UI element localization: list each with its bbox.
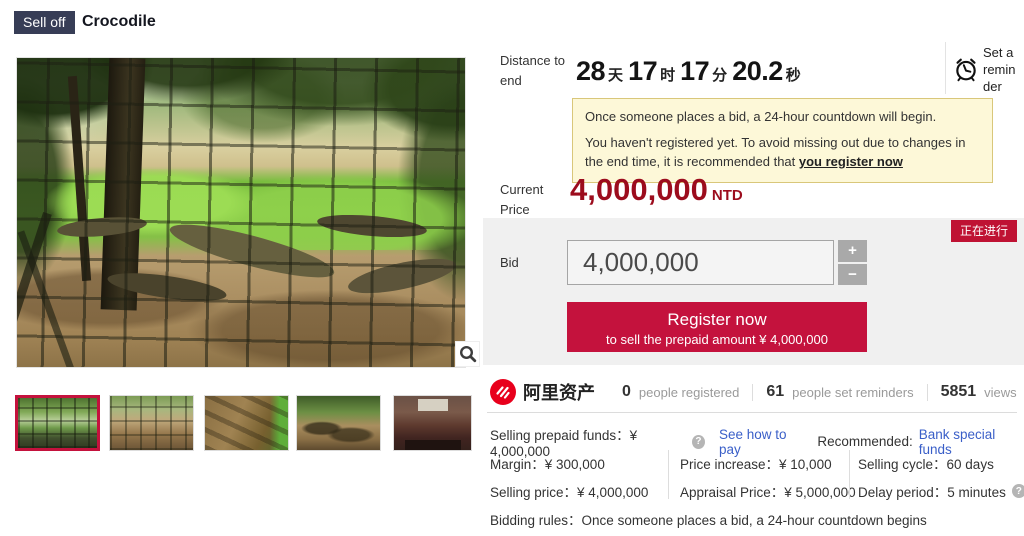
thumbnail-5[interactable]: [393, 395, 472, 451]
reminders-count: 61: [766, 383, 785, 400]
sell-off-badge: Sell off: [14, 11, 75, 34]
unit-days: 天: [608, 67, 624, 84]
detail-margin: Margin：¥ 300,000: [490, 457, 605, 472]
register-now-button[interactable]: Register now to sell the prepaid amount …: [567, 302, 867, 352]
bid-label: Bid: [500, 255, 519, 270]
auction-stats: 0 people registered 61 people set remind…: [622, 383, 1017, 401]
unit-hours: 时: [660, 67, 676, 84]
countdown-days: 28: [576, 56, 606, 86]
detail-delay-period: Delay period：5 minutes ?: [858, 481, 1024, 501]
views-label: views: [984, 384, 1017, 400]
brand: 阿里资产: [490, 379, 595, 405]
help-icon[interactable]: ?: [691, 434, 705, 449]
divider: [849, 450, 850, 499]
registered-count: 0: [622, 383, 631, 400]
unit-seconds: 秒: [785, 67, 801, 84]
notice-line1: Once someone places a bid, a 24-hour cou…: [585, 109, 937, 124]
bid-stepper: + −: [838, 240, 867, 285]
set-reminder-button[interactable]: Set a reminder: [953, 45, 1019, 96]
help-icon[interactable]: ?: [1011, 484, 1024, 498]
notice-line2-text: You haven't registered yet. To avoid mis…: [585, 134, 966, 169]
register-now-link[interactable]: you register now: [798, 153, 903, 169]
thumbnail-2[interactable]: [109, 395, 194, 451]
recommended-label: Recommended:: [817, 434, 913, 449]
current-price-value: 4,000,000: [570, 172, 708, 207]
alarm-clock-icon: [956, 58, 976, 82]
views-count: 5851: [940, 383, 977, 400]
detail-appraisal-price: Appraisal Price：¥ 5,000,000: [680, 485, 856, 500]
see-how-to-pay-link[interactable]: See how to pay: [718, 426, 787, 457]
register-button-subtitle: to sell the prepaid amount ¥ 4,000,000: [606, 331, 828, 347]
page-title: Crocodile: [82, 13, 156, 30]
bid-panel: 正在进行 Bid + − Register now to sell the pr…: [483, 218, 1024, 365]
thumbnail-4[interactable]: [296, 395, 381, 451]
increase-bid-button[interactable]: +: [838, 240, 867, 262]
distance-to-end-label: Distance to end: [500, 53, 566, 88]
register-button-title: Register now: [667, 310, 767, 329]
current-price: 4,000,000 NTD: [570, 172, 743, 208]
current-price-label: Current Price: [500, 182, 544, 217]
prepaid-funds-text: Selling prepaid funds：¥ 4,000,000: [490, 428, 638, 459]
divider: [926, 383, 928, 401]
divider: [668, 450, 669, 499]
reminders-label: people set reminders: [792, 384, 914, 400]
alibaba-assets-logo-icon: [490, 379, 516, 405]
currency-label: NTD: [711, 187, 743, 204]
divider: [752, 383, 754, 401]
detail-selling-price: Selling price：¥ 4,000,000: [490, 485, 649, 500]
bank-special-funds-link[interactable]: Bank special funds: [918, 426, 996, 457]
unit-minutes: 分: [712, 67, 728, 84]
decrease-bid-button[interactable]: −: [838, 263, 867, 285]
status-badge: 正在进行: [950, 220, 1017, 242]
countdown-minutes: 17: [680, 56, 710, 86]
registered-label: people registered: [638, 384, 740, 400]
zoom-button[interactable]: [455, 341, 480, 367]
divider: [945, 42, 946, 94]
prepaid-funds-row: Selling prepaid funds：¥ 4,000,000 ? See …: [490, 424, 1024, 460]
bidding-rules: Bidding rules：Once someone places a bid,…: [490, 513, 927, 528]
notice-box: Once someone places a bid, a 24-hour cou…: [572, 98, 993, 183]
notice-line2: You haven't registered yet. To avoid mis…: [585, 134, 980, 172]
countdown-hours: 17: [628, 56, 658, 86]
main-product-photo[interactable]: [16, 57, 466, 368]
fence-grid-overlay: [17, 58, 465, 367]
divider: [487, 412, 1017, 413]
detail-price-increase: Price increase：¥ 10,000: [680, 457, 832, 472]
thumbnail-1-selected[interactable]: [15, 395, 100, 451]
detail-selling-cycle: Selling cycle：60 days: [858, 457, 994, 472]
detail-delay-period-text: Delay period：5 minutes: [858, 485, 1006, 500]
set-reminder-label: Set a reminder: [983, 45, 1016, 94]
countdown-timer: 28 天 17 时 17 分 20.2 秒: [576, 56, 806, 87]
brand-name: 阿里资产: [523, 383, 595, 403]
countdown-seconds: 20.2: [732, 56, 783, 86]
thumbnail-3[interactable]: [204, 395, 289, 451]
magnifier-icon: [459, 345, 476, 363]
bid-input[interactable]: [567, 240, 834, 285]
